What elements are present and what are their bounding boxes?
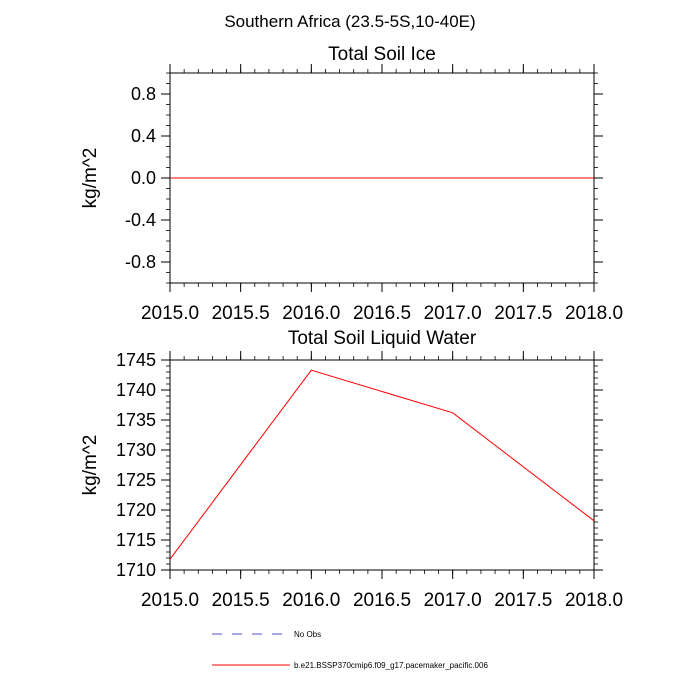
y-tick-label: 1735 [116,410,156,430]
legend-label-obs: No Obs [294,630,321,639]
panel-total-soil-liquid-water: Total Soil Liquid Water 1710 1715 1720 1725 1… [80,328,623,611]
panel-total-soil-ice: Total Soil Ice -0.8 -0.4 0.0 0.4 0.8 2015.0 201… [80,44,623,324]
figure-title: Southern Africa (23.5-5S,10-40E) [224,12,475,31]
y-tick-label: 1745 [116,350,156,370]
panel-title: Total Soil Ice [328,44,436,65]
y-tick-label: 1730 [116,440,156,460]
x-tick-label: 2018.0 [565,590,623,611]
y-tick-label: -0.4 [125,210,156,230]
y-tick-label: 1740 [116,380,156,400]
y-tick-label: 0.0 [131,168,156,188]
x-tick-label: 2017.0 [424,303,482,324]
legend: No Obs b.e21.BSSP370cmip6.f09_g17.pacema… [212,630,488,670]
y-tick-label: 1710 [116,560,156,580]
legend-label-model: b.e21.BSSP370cmip6.f09_g17.pacemaker_pac… [294,661,488,670]
y-tick-label: 0.4 [131,126,156,146]
y-tick-label: -0.8 [125,252,156,272]
y-axis-label: kg/m^2 [80,435,101,496]
x-tick-label: 2016.0 [282,590,340,611]
x-tick-label: 2016.0 [282,303,340,324]
legend-entry-obs: No Obs [212,630,321,639]
x-tick-label: 2015.5 [212,590,270,611]
x-tick-label: 2016.5 [353,303,411,324]
x-tick-label: 2017.5 [494,590,552,611]
y-tick-label: 1725 [116,470,156,490]
y-tick-label: 1720 [116,500,156,520]
y-tick-label: 1715 [116,530,156,550]
y-tick-label: 0.8 [131,84,156,104]
series-line [169,369,595,560]
x-tick-label: 2015.0 [141,590,199,611]
x-tick-label: 2015.0 [141,303,199,324]
x-tick-label: 2017.0 [424,590,482,611]
y-axis-label: kg/m^2 [80,148,101,209]
x-tick-label: 2018.0 [565,303,623,324]
x-tick-label: 2016.5 [353,590,411,611]
legend-entry-model: b.e21.BSSP370cmip6.f09_g17.pacemaker_pac… [212,661,488,670]
panel-title: Total Soil Liquid Water [288,328,477,349]
x-tick-label: 2017.5 [494,303,552,324]
x-tick-label: 2015.5 [212,303,270,324]
